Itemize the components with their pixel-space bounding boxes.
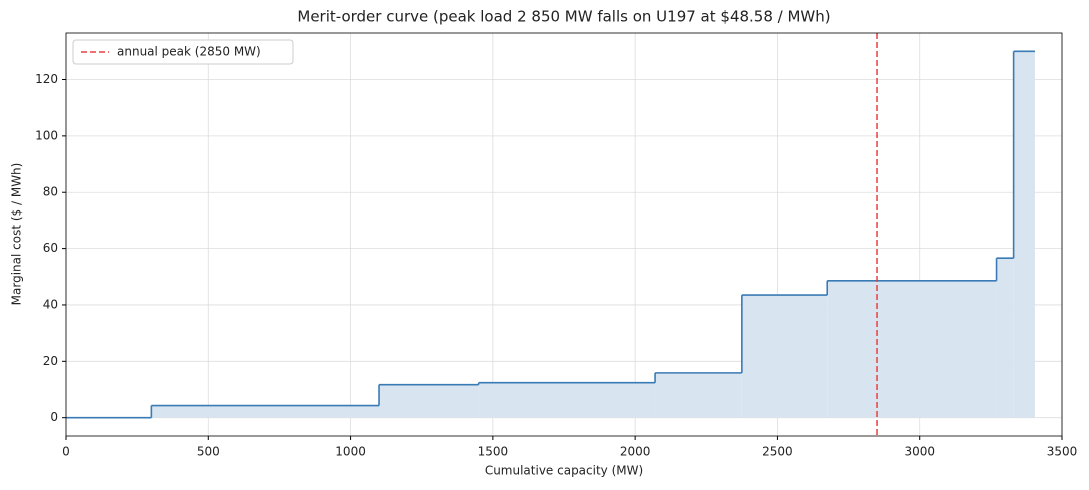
x-tick-label: 500 — [197, 445, 220, 459]
area-segment — [478, 382, 656, 418]
y-tick-label: 80 — [43, 185, 58, 199]
x-tick-label: 2000 — [620, 445, 651, 459]
y-tick-label: 0 — [50, 410, 58, 424]
frame — [65, 32, 1063, 437]
area-segment — [655, 372, 742, 418]
x-tick-label: 2500 — [762, 445, 793, 459]
x-tick-label: 0 — [62, 445, 70, 459]
x-tick-label: 3500 — [1047, 445, 1078, 459]
area-segment — [1013, 51, 1035, 418]
legend-label: annual peak (2850 MW) — [117, 45, 261, 59]
area-segment — [741, 295, 828, 418]
y-axis-label: Marginal cost ($ / MWh) — [10, 163, 24, 306]
legend-box — [72, 39, 294, 65]
area-segment — [151, 405, 380, 418]
area-segment — [996, 258, 1014, 418]
y-tick-label: 60 — [43, 241, 58, 255]
area-segment — [379, 384, 479, 418]
y-tick-label: 40 — [43, 297, 58, 311]
x-tick-label: 3000 — [904, 445, 935, 459]
y-tick-label: 20 — [43, 354, 58, 368]
x-tick-label: 1000 — [335, 445, 366, 459]
chart-title: Merit-order curve (peak load 2 850 MW fa… — [297, 8, 830, 26]
y-tick-label: 100 — [35, 128, 58, 142]
y-tick-label: 120 — [35, 72, 58, 86]
x-axis-label: Cumulative capacity (MW) — [485, 464, 643, 478]
area-segment — [827, 280, 997, 418]
x-tick-label: 1500 — [478, 445, 509, 459]
